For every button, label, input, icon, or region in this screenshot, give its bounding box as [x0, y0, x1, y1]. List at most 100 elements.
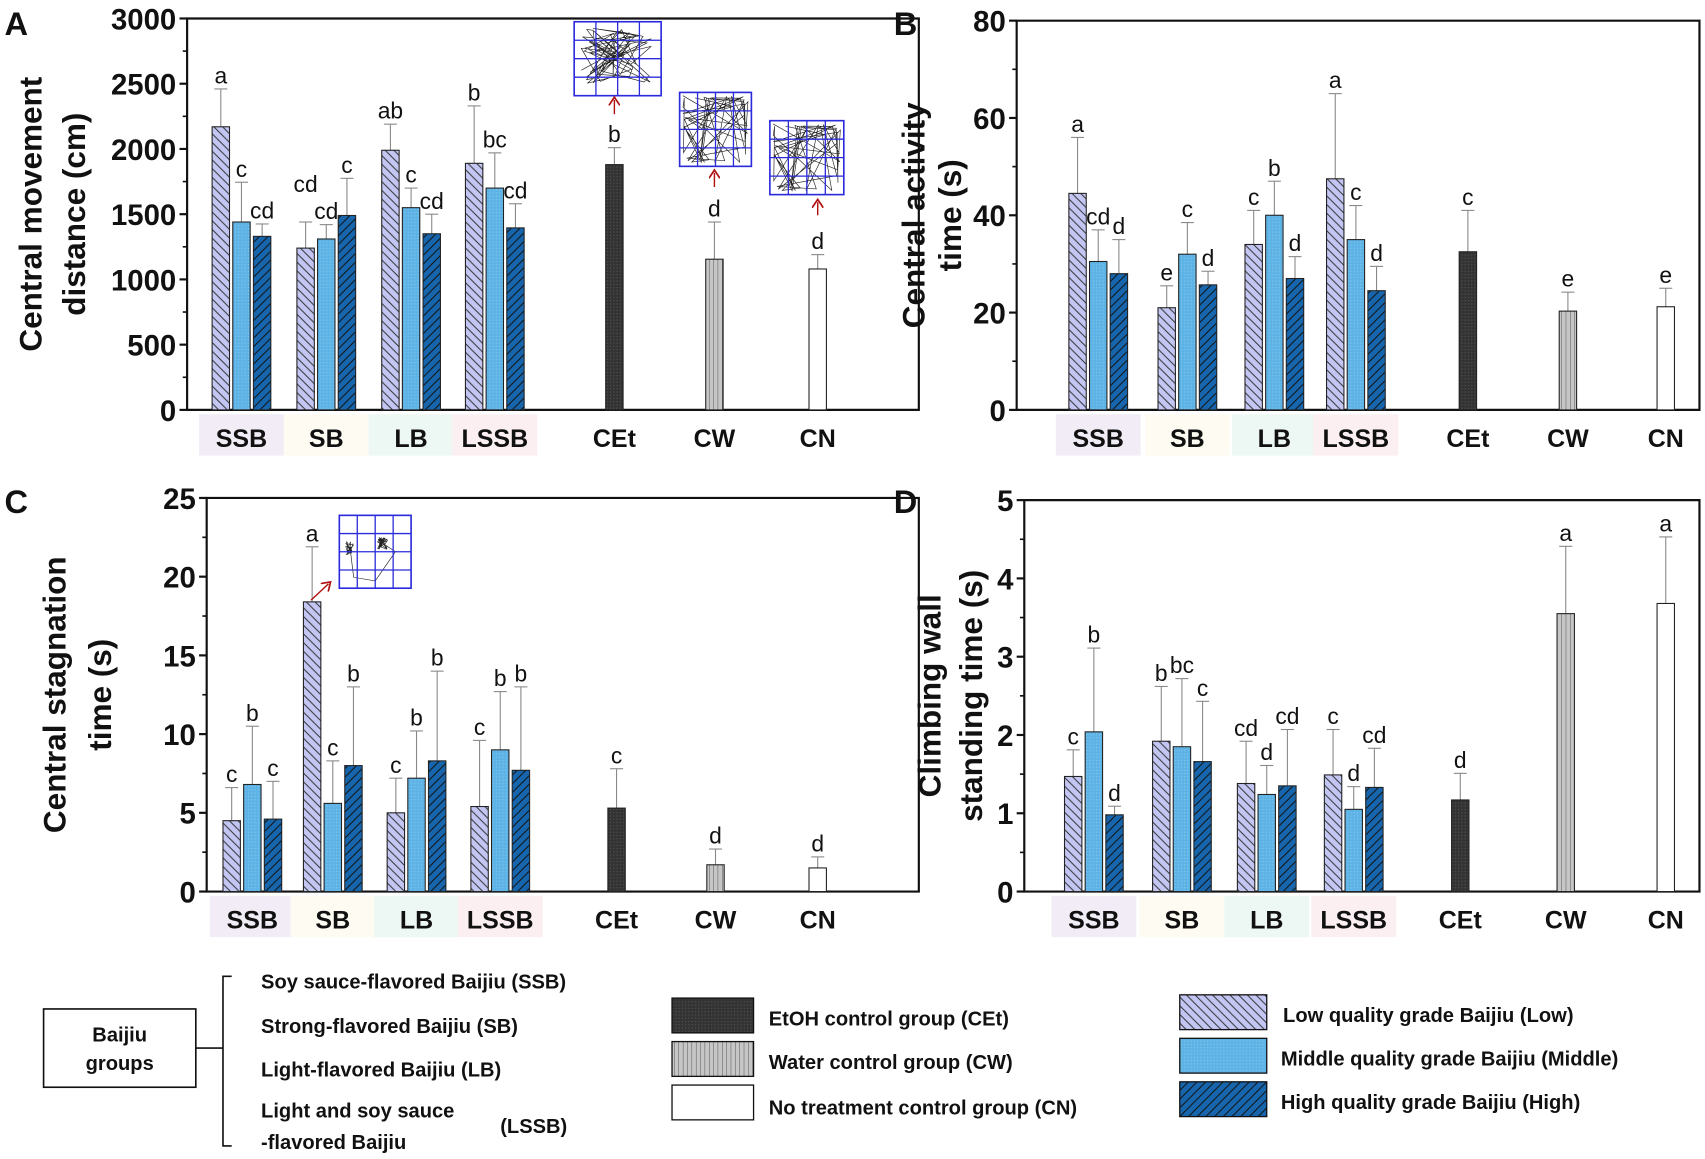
x-category-label-cw: CW [1547, 425, 1589, 453]
bar-low-sb [296, 247, 315, 411]
category-background [374, 895, 459, 938]
y-tick-label: 3000 [111, 3, 176, 36]
groups-bracket [195, 975, 232, 1147]
bar-cet [1451, 799, 1470, 893]
y-tick-label: 2 [997, 720, 1013, 753]
bar-low-ssb [211, 126, 231, 411]
y-tick-label: 1 [997, 798, 1013, 831]
legend-grade-low: Low quality grade Baijiu (Low) [1283, 1005, 1573, 1027]
plot-frame [1023, 499, 1701, 893]
significance-letter: c [1197, 675, 1208, 701]
category-background [452, 414, 538, 456]
significance-letter: cd [1234, 715, 1258, 741]
significance-letter: d [1454, 747, 1467, 773]
significance-letter: d [1113, 213, 1126, 239]
bar-cw [1558, 310, 1578, 411]
panel-d-climbing-wall-standing-time: D Climbing wall standing time (s) 0 1 2 3 4 5 SSB… [894, 483, 1701, 938]
y-tick-label: 3 [997, 642, 1013, 675]
significance-letter: a [1559, 520, 1572, 546]
y-tick-label: 0 [160, 395, 176, 428]
significance-letter: bc [483, 126, 507, 152]
x-category-label-cn: CN [1648, 907, 1684, 935]
legend-swatch-cet [671, 997, 755, 1034]
y-tick-label: 2000 [111, 134, 176, 167]
trajectory-inset-a-cw [678, 91, 753, 168]
significance-letter: a [1659, 510, 1672, 536]
bar-middle-lb [407, 777, 426, 893]
y-tick-label: 10 [163, 719, 196, 752]
bar-high-lssb [511, 769, 531, 893]
legend-group-lb: Light-flavored Baijiu (LB) [261, 1059, 501, 1081]
x-category-label-lssb: LSSB [467, 907, 534, 935]
x-category-label-lb: LB [1258, 425, 1291, 453]
bar-middle-sb [317, 238, 336, 411]
legend-swatch-high [1179, 1081, 1268, 1118]
bar-middle-ssb [232, 221, 251, 411]
bar-low-lssb [470, 805, 489, 893]
trajectory-path [682, 95, 749, 164]
bar-middle-lssb [485, 187, 505, 411]
category-background [1055, 414, 1141, 456]
significance-letter: cd [314, 198, 338, 224]
plot-frame [1015, 19, 1701, 411]
legend-swatch-cn [671, 1084, 755, 1121]
category-background [199, 414, 284, 456]
bar-high-lssb [506, 227, 525, 411]
x-category-label-ssb: SSB [227, 907, 278, 935]
bar-middle-sb [1172, 746, 1192, 893]
plot-frame [205, 496, 920, 893]
trajectory-inset-c-sb-low [338, 514, 412, 590]
bar-low-ssb [222, 820, 241, 893]
significance-letter: b [515, 660, 528, 686]
significance-letter: b [347, 660, 360, 686]
y-axis-title: Central stagnation [36, 556, 72, 833]
x-category-label-lssb: LSSB [461, 425, 528, 453]
x-category-label-sb: SB [1165, 907, 1200, 935]
legend-swatch-low [1179, 994, 1268, 1031]
significance-letter: d [1370, 240, 1383, 266]
legend-control-cn: No treatment control group (CN) [769, 1097, 1077, 1119]
bar-low-sb [302, 601, 322, 893]
bar-high-ssb [252, 235, 272, 411]
category-background [1139, 895, 1225, 938]
bar-high-lb [1278, 785, 1297, 893]
significance-letter: c [1350, 179, 1361, 205]
legend-group-lssb-line1: Light and soy sauce [261, 1101, 454, 1123]
significance-letter: c [341, 152, 352, 178]
significance-letter: d [811, 228, 824, 254]
y-tick-label: 20 [973, 297, 1006, 330]
bar-cn [808, 867, 827, 893]
x-category-label-ssb: SSB [1073, 425, 1124, 453]
significance-letter: a [214, 63, 227, 89]
bar-high-ssb [1109, 273, 1129, 411]
x-category-label-lssb: LSSB [1323, 425, 1390, 453]
bar-low-ssb [1063, 775, 1083, 893]
significance-letter: a [306, 520, 319, 546]
bar-low-ssb [1068, 192, 1087, 411]
y-tick-label: 80 [973, 6, 1006, 39]
bar-low-sb [1157, 307, 1176, 411]
panel-a-central-movement-distance: A Central movement distance (cm) 0 500 1000 15… [4, 3, 920, 456]
y-tick-label: 5 [997, 485, 1013, 518]
bar-high-lb [1285, 277, 1305, 411]
significance-letter: d [1202, 245, 1215, 271]
significance-letter: b [1268, 155, 1281, 181]
x-category-label-cw: CW [1545, 907, 1587, 935]
significance-letter: b [410, 705, 423, 731]
category-background [1311, 895, 1397, 938]
significance-letter: cd [1086, 203, 1110, 229]
y-axis-title: time (s) [82, 639, 118, 751]
x-category-label-sb: SB [309, 425, 344, 453]
y-axis-title: Climbing wall [912, 594, 948, 797]
significance-letter: cd [294, 171, 318, 197]
y-tick-label: 60 [973, 103, 1006, 136]
legend-grade-high: High quality grade Baijiu (High) [1281, 1092, 1580, 1114]
significance-letter: c [1182, 196, 1193, 222]
significance-letter: cd [1362, 722, 1386, 748]
bar-low-lb [1244, 243, 1263, 411]
x-category-label-ssb: SSB [216, 425, 267, 453]
bar-cn [808, 268, 827, 411]
x-category-label-cet: CEt [1446, 425, 1490, 453]
bar-high-sb [337, 214, 357, 411]
